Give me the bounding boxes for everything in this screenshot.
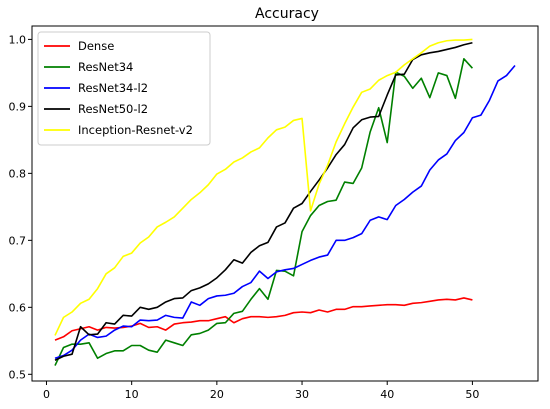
x-tick-label: 10 xyxy=(125,388,139,401)
legend-box xyxy=(37,31,211,146)
y-tick-label: 0.6 xyxy=(9,301,27,314)
x-tick-label: 30 xyxy=(295,388,309,401)
x-tick-label: 50 xyxy=(465,388,479,401)
y-tick-label: 0.9 xyxy=(9,100,27,113)
legend-label-resnet50-l2: ResNet50-l2 xyxy=(78,102,148,116)
series-line-resnet34-l2 xyxy=(54,65,516,359)
y-tick-label: 0.8 xyxy=(9,167,27,180)
chart-title: Accuracy xyxy=(255,6,319,22)
series-layer xyxy=(54,38,516,366)
y-tick-label: 0.5 xyxy=(9,368,27,381)
y-tick-label: 1.0 xyxy=(9,33,27,46)
y-tick-label: 0.7 xyxy=(9,234,27,247)
legend-label-dense: Dense xyxy=(78,39,114,53)
legend: Dense ResNet34 ResNet34-l2 ResNet50-l2 Incep… xyxy=(37,31,211,146)
legend-label-resnet34: ResNet34 xyxy=(78,60,133,74)
axis-layer: 0 10 20 30 40 50 0.5 0.6 0.7 0.8 0.9 1.0 xyxy=(9,33,480,401)
x-tick-label: 40 xyxy=(380,388,394,401)
series-line-resnet34 xyxy=(54,58,474,366)
x-tick-label: 0 xyxy=(43,388,50,401)
series-line-dense xyxy=(54,297,473,341)
series-line-inception-resnet-v2 xyxy=(54,38,473,336)
legend-label-inception-resnet-v2: Inception-Resnet-v2 xyxy=(78,123,193,137)
series-line-resnet50-l2 xyxy=(54,41,473,361)
legend-label-resnet34-l2: ResNet34-l2 xyxy=(78,81,148,95)
plot-frame xyxy=(31,25,539,382)
x-tick-label: 20 xyxy=(210,388,224,401)
